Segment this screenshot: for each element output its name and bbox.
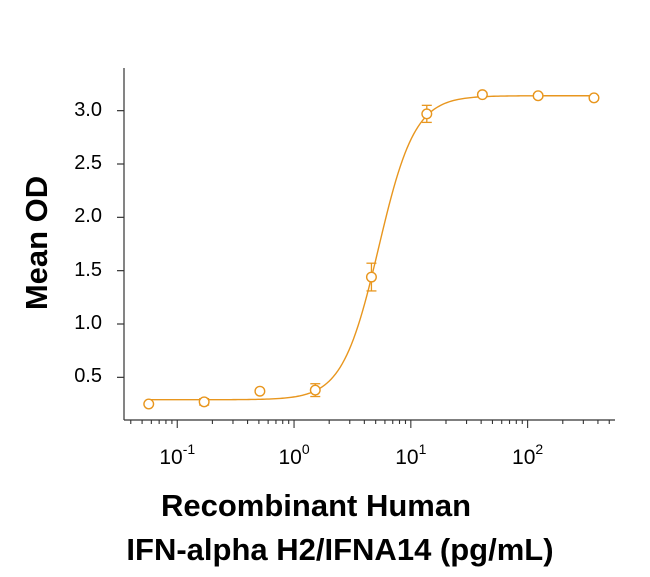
data-point xyxy=(588,92,600,104)
data-point xyxy=(254,385,266,397)
data-point xyxy=(532,90,544,102)
data-point-group xyxy=(476,89,488,101)
data-point xyxy=(143,398,155,410)
x-tick-label: 10-1 xyxy=(159,441,196,470)
x-tick-exponent: 0 xyxy=(301,441,310,457)
x-axis-ticks xyxy=(130,420,610,428)
data-point xyxy=(421,108,433,120)
x-axis-label-line1: Recombinant Human xyxy=(160,488,472,523)
x-tick-exponent: 2 xyxy=(535,441,544,457)
data-points xyxy=(143,89,600,410)
data-point xyxy=(309,384,321,396)
x-tick-label: 102 xyxy=(512,441,544,470)
x-tick-base: 10 xyxy=(512,446,536,469)
x-tick-base: 10 xyxy=(395,446,419,469)
data-point-group xyxy=(254,385,266,397)
x-tick-exponent: -1 xyxy=(182,441,196,457)
fit-curve xyxy=(148,95,594,401)
x-tick-base: 10 xyxy=(159,446,183,469)
data-point-group xyxy=(198,396,210,408)
x-tick-label: 100 xyxy=(278,441,310,470)
y-axis-label: Mean OD xyxy=(19,175,54,311)
data-point-group xyxy=(143,398,155,410)
x-tick-base: 10 xyxy=(278,446,302,469)
y-tick-label: 1.5 xyxy=(74,258,102,281)
y-tick-label: 2.5 xyxy=(74,152,102,174)
data-point-group xyxy=(365,262,377,292)
data-point-group xyxy=(421,104,433,124)
y-tick-label: 2.0 xyxy=(74,205,102,228)
data-point-group xyxy=(532,90,544,102)
y-tick-label: 1.0 xyxy=(74,312,102,334)
data-point-group xyxy=(588,92,600,104)
data-point xyxy=(476,89,488,101)
x-axis-label-line2: IFN-alpha H2/IFNA14 (pg/mL) xyxy=(126,532,554,567)
x-tick-exponent: 1 xyxy=(418,441,427,457)
y-axis-ticks xyxy=(117,110,124,378)
data-point-group xyxy=(309,383,321,398)
data-point xyxy=(198,396,210,408)
data-point xyxy=(365,271,377,283)
y-tick-label: 3.0 xyxy=(74,98,102,121)
x-tick-label: 101 xyxy=(395,441,427,470)
y-tick-label: 0.5 xyxy=(74,365,102,388)
